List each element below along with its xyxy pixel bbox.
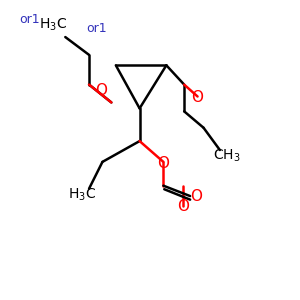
Text: O: O [95,83,107,98]
Text: or1: or1 [19,13,40,26]
Text: O: O [192,90,204,105]
Text: or1: or1 [86,22,107,34]
Text: CH$_3$: CH$_3$ [214,148,241,164]
Text: O: O [158,156,169,171]
Text: O: O [177,199,189,214]
Text: O: O [190,189,202,204]
Text: H$_3$C: H$_3$C [39,17,68,33]
Text: H$_3$C: H$_3$C [68,186,96,203]
